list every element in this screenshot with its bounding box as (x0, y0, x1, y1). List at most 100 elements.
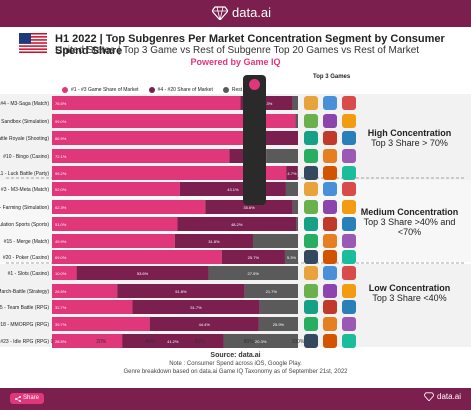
game-app-icon (323, 114, 337, 128)
bar-label: 51.8% (175, 289, 187, 294)
bar-segment (52, 131, 266, 145)
overlay-popup[interactable] (243, 75, 266, 205)
bar-label: 27.5% (248, 271, 260, 276)
game-app-icon (304, 250, 318, 264)
bar-label: 35.6% (243, 205, 255, 210)
game-app-icon (323, 234, 337, 248)
x-tick-label: 80% (244, 339, 255, 345)
bar-segment (266, 149, 298, 163)
footnote-line-1: Note : Consumer Spend across iOS, Google… (0, 360, 471, 368)
game-app-icon (304, 234, 318, 248)
bar-segment (260, 300, 298, 314)
bar-segment (52, 234, 175, 248)
game-app-icon (323, 131, 337, 145)
bar-label: 44.4% (199, 322, 211, 327)
category-label: #10 - Bingo (Casino) (3, 154, 49, 160)
category-label: #1 - Slots (Casino) (8, 271, 50, 277)
game-app-icon (304, 317, 318, 331)
category-label: #2 - 4X March-Battle (Strategy) (0, 289, 49, 295)
record-dot-icon (249, 79, 260, 90)
bar-segment (52, 217, 177, 231)
game-app-icon (304, 182, 318, 196)
game-app-icon (323, 166, 337, 180)
game-app-icon (304, 300, 318, 314)
bar-label: 20.3% (255, 339, 267, 344)
bar-label: 86.9% (55, 136, 67, 141)
category-label: #20 - Poker (Casino) (3, 255, 49, 261)
bar-label: 39.7% (55, 322, 67, 327)
game-app-icon (342, 114, 356, 128)
bar-segment (52, 96, 240, 110)
share-icon (15, 396, 21, 402)
bar-segment (52, 182, 180, 196)
x-tick-label: 20% (96, 339, 107, 345)
category-label: #4 - M3-Saga (Match) (0, 101, 49, 107)
category-label: #11 - Luck Battle (Party) (0, 171, 49, 177)
category-label: #23 - Idle RPG (RPG) (0, 339, 49, 345)
section-low: Low Concentration Top 3 Share <40% (352, 283, 467, 303)
bar-segment (266, 131, 298, 145)
category-label: #18 - MMORPG (RPG) (0, 322, 49, 328)
section-medium-desc: Top 3 Share >40% and <70% (352, 217, 467, 237)
share-label: Share (23, 393, 39, 404)
bar-segment (296, 114, 298, 128)
bar-label: 76.6% (55, 101, 67, 106)
bar-segment (52, 317, 150, 331)
footnote-line-2: Genre breakdown based on data.ai Game IQ… (0, 368, 471, 376)
game-app-icon (304, 131, 318, 145)
section-high-desc: Top 3 Share > 70% (352, 138, 467, 148)
bar-label: 25.7% (248, 255, 260, 260)
game-app-icon (342, 96, 356, 110)
section-medium-heading: Medium Concentration (352, 207, 467, 217)
category-label: #15 - Merge (Match) (4, 239, 50, 245)
bar-label: 48.2% (231, 222, 243, 227)
x-tick-label: 60% (195, 339, 206, 345)
game-app-icon (342, 266, 356, 280)
game-app-icon (323, 182, 337, 196)
bar-label: 4.7% (287, 171, 297, 176)
bar-label: 25.9% (273, 322, 285, 327)
category-label: #3 - M3-Meta (Match) (1, 187, 49, 193)
bar-label: 31.8% (208, 239, 220, 244)
bar-segment (296, 217, 298, 231)
game-app-icon (323, 334, 337, 348)
bar-segment (286, 182, 298, 196)
diamond-logo-icon (424, 392, 434, 401)
bar-label: 41.2% (167, 339, 179, 344)
category-label: #9 - Simulation Sports (Sports) (0, 222, 49, 228)
category-label: #5 - Team Battle (RPG) (0, 305, 49, 311)
bar-label: 28.5% (55, 339, 67, 344)
bottom-bar: Share data.ai (0, 388, 471, 410)
share-button[interactable]: Share (10, 393, 44, 404)
game-app-icon (304, 334, 318, 348)
category-label: #8 - Battle Royale (Shooting) (0, 136, 49, 142)
game-app-icon (323, 300, 337, 314)
bar-label: 69.0% (55, 255, 67, 260)
bar-label: 53.6% (137, 271, 149, 276)
bar-label: 51.0% (55, 222, 67, 227)
bar-label: 26.5% (55, 289, 67, 294)
bar-label: 51.7% (190, 305, 202, 310)
bar-label: 5.3% (287, 255, 297, 260)
game-app-icon (304, 149, 318, 163)
bar-label: 99.0% (55, 119, 67, 124)
bar-segment (293, 200, 298, 214)
bar-label: 62.3% (55, 205, 67, 210)
game-app-icon (323, 266, 337, 280)
section-medium: Medium Concentration Top 3 Share >40% an… (352, 207, 467, 237)
game-app-icon (342, 149, 356, 163)
bar-segment (52, 200, 205, 214)
bar-label: 32.7% (55, 305, 67, 310)
footnote: Note : Consumer Spend across iOS, Google… (0, 360, 471, 376)
x-tick-label: 100% (292, 339, 305, 345)
game-app-icon (323, 149, 337, 163)
section-low-desc: Top 3 Share <40% (352, 293, 467, 303)
section-low-heading: Low Concentration (352, 283, 467, 293)
bar-segment (253, 234, 298, 248)
category-label: #6 - Creative Sandbox (Simulation) (0, 119, 49, 125)
game-app-icon (323, 284, 337, 298)
game-app-icon (323, 317, 337, 331)
game-app-icon (304, 284, 318, 298)
bar-label: 95.2% (55, 171, 67, 176)
